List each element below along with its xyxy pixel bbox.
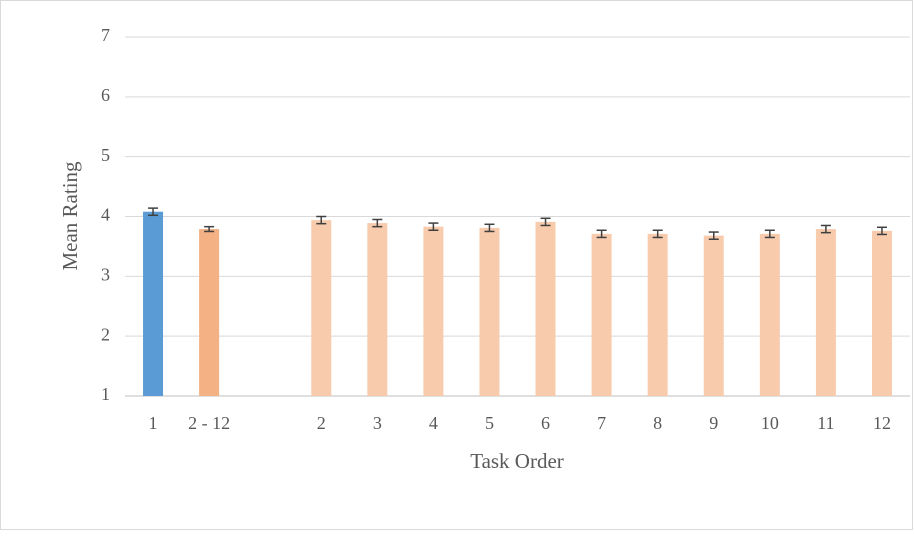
- x-tick-label: 7: [597, 413, 606, 433]
- bar: [143, 211, 164, 396]
- bar: [479, 227, 500, 396]
- y-tick-label: 5: [101, 145, 110, 165]
- y-tick-label: 2: [101, 324, 110, 344]
- y-tick-label: 4: [101, 205, 110, 225]
- x-tick-label: 10: [761, 413, 779, 433]
- x-tick-label: 12: [873, 413, 891, 433]
- bar: [759, 233, 780, 396]
- bar: [367, 223, 388, 396]
- bar: [535, 221, 556, 396]
- x-axis-label: Task Order: [470, 449, 564, 473]
- y-axis-label: Mean Rating: [58, 161, 82, 271]
- x-tick-label: 8: [653, 413, 662, 433]
- bar: [703, 235, 724, 396]
- x-tick-label: 2 - 12: [188, 413, 230, 433]
- x-tick-label: 11: [817, 413, 834, 433]
- x-tick-label: 6: [541, 413, 550, 433]
- bar: [591, 233, 612, 396]
- bar: [647, 233, 668, 396]
- x-tick-label: 1: [149, 413, 158, 433]
- y-tick-label: 1: [101, 384, 110, 404]
- bar: [815, 229, 836, 396]
- x-tick-label: 5: [485, 413, 494, 433]
- bar: [311, 220, 332, 396]
- x-tick-label: 4: [429, 413, 438, 433]
- y-tick-label: 3: [101, 264, 110, 284]
- bar: [871, 230, 892, 396]
- x-tick-label: 2: [317, 413, 326, 433]
- bar: [423, 226, 444, 396]
- x-tick-label: 3: [373, 413, 382, 433]
- bar: [199, 229, 220, 396]
- y-tick-label: 7: [101, 25, 110, 45]
- y-tick-label: 6: [101, 85, 110, 105]
- x-tick-label: 9: [709, 413, 718, 433]
